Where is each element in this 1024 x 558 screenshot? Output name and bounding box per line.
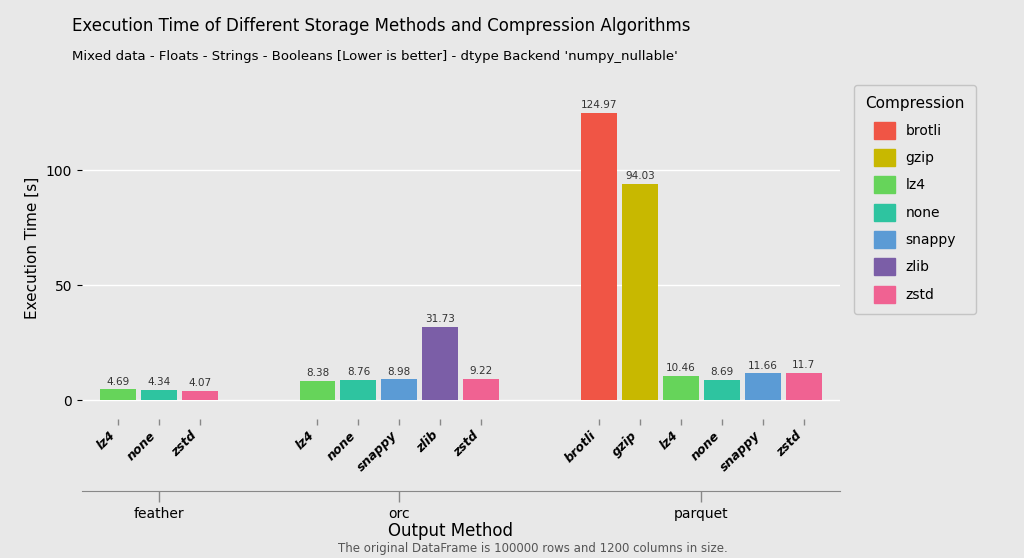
Text: 10.46: 10.46 [666, 363, 696, 373]
Bar [582, 113, 616, 400]
Text: 8.98: 8.98 [388, 367, 411, 377]
Text: 9.22: 9.22 [470, 366, 493, 376]
Bar [382, 379, 418, 400]
Bar [623, 184, 657, 400]
Text: 124.97: 124.97 [581, 100, 617, 110]
Bar [182, 391, 218, 400]
Bar [664, 376, 698, 400]
Text: 8.69: 8.69 [711, 367, 733, 377]
Bar [340, 380, 377, 400]
Text: The original DataFrame is 100000 rows and 1200 columns in size.: The original DataFrame is 100000 rows an… [338, 542, 727, 555]
Text: Mixed data - Floats - Strings - Booleans [Lower is better] - dtype Backend 'nump: Mixed data - Floats - Strings - Booleans… [72, 50, 678, 63]
Text: 11.7: 11.7 [793, 360, 815, 371]
Text: 8.76: 8.76 [347, 367, 370, 377]
Text: 4.07: 4.07 [188, 378, 211, 388]
Bar [423, 327, 459, 400]
Bar [786, 373, 821, 400]
Text: 11.66: 11.66 [748, 360, 778, 371]
Text: Execution Time of Different Storage Methods and Compression Algorithms: Execution Time of Different Storage Meth… [72, 17, 690, 35]
Bar [300, 381, 336, 400]
Bar [100, 389, 135, 400]
Text: 94.03: 94.03 [625, 171, 655, 181]
Y-axis label: Execution Time [s]: Execution Time [s] [26, 177, 40, 319]
Text: 4.34: 4.34 [147, 377, 170, 387]
Text: 31.73: 31.73 [425, 314, 456, 324]
Bar [141, 390, 177, 400]
Bar [463, 379, 500, 400]
Bar [745, 373, 780, 400]
Legend: brotli, gzip, lz4, none, snappy, zlib, zstd: brotli, gzip, lz4, none, snappy, zlib, z… [854, 85, 976, 314]
Text: 4.69: 4.69 [106, 377, 129, 387]
Text: 8.38: 8.38 [306, 368, 329, 378]
Bar [705, 380, 739, 400]
Text: Output Method: Output Method [388, 522, 513, 540]
